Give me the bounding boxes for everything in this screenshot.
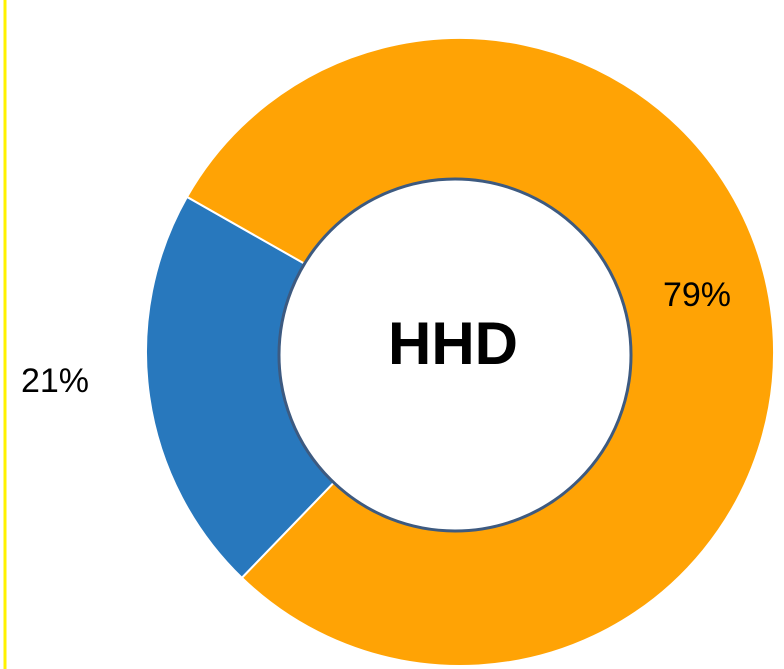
center-label: HHD	[388, 310, 518, 377]
donut-hole	[277, 177, 633, 533]
data-label: 21%	[21, 362, 89, 400]
data-label: 79%	[663, 276, 731, 314]
